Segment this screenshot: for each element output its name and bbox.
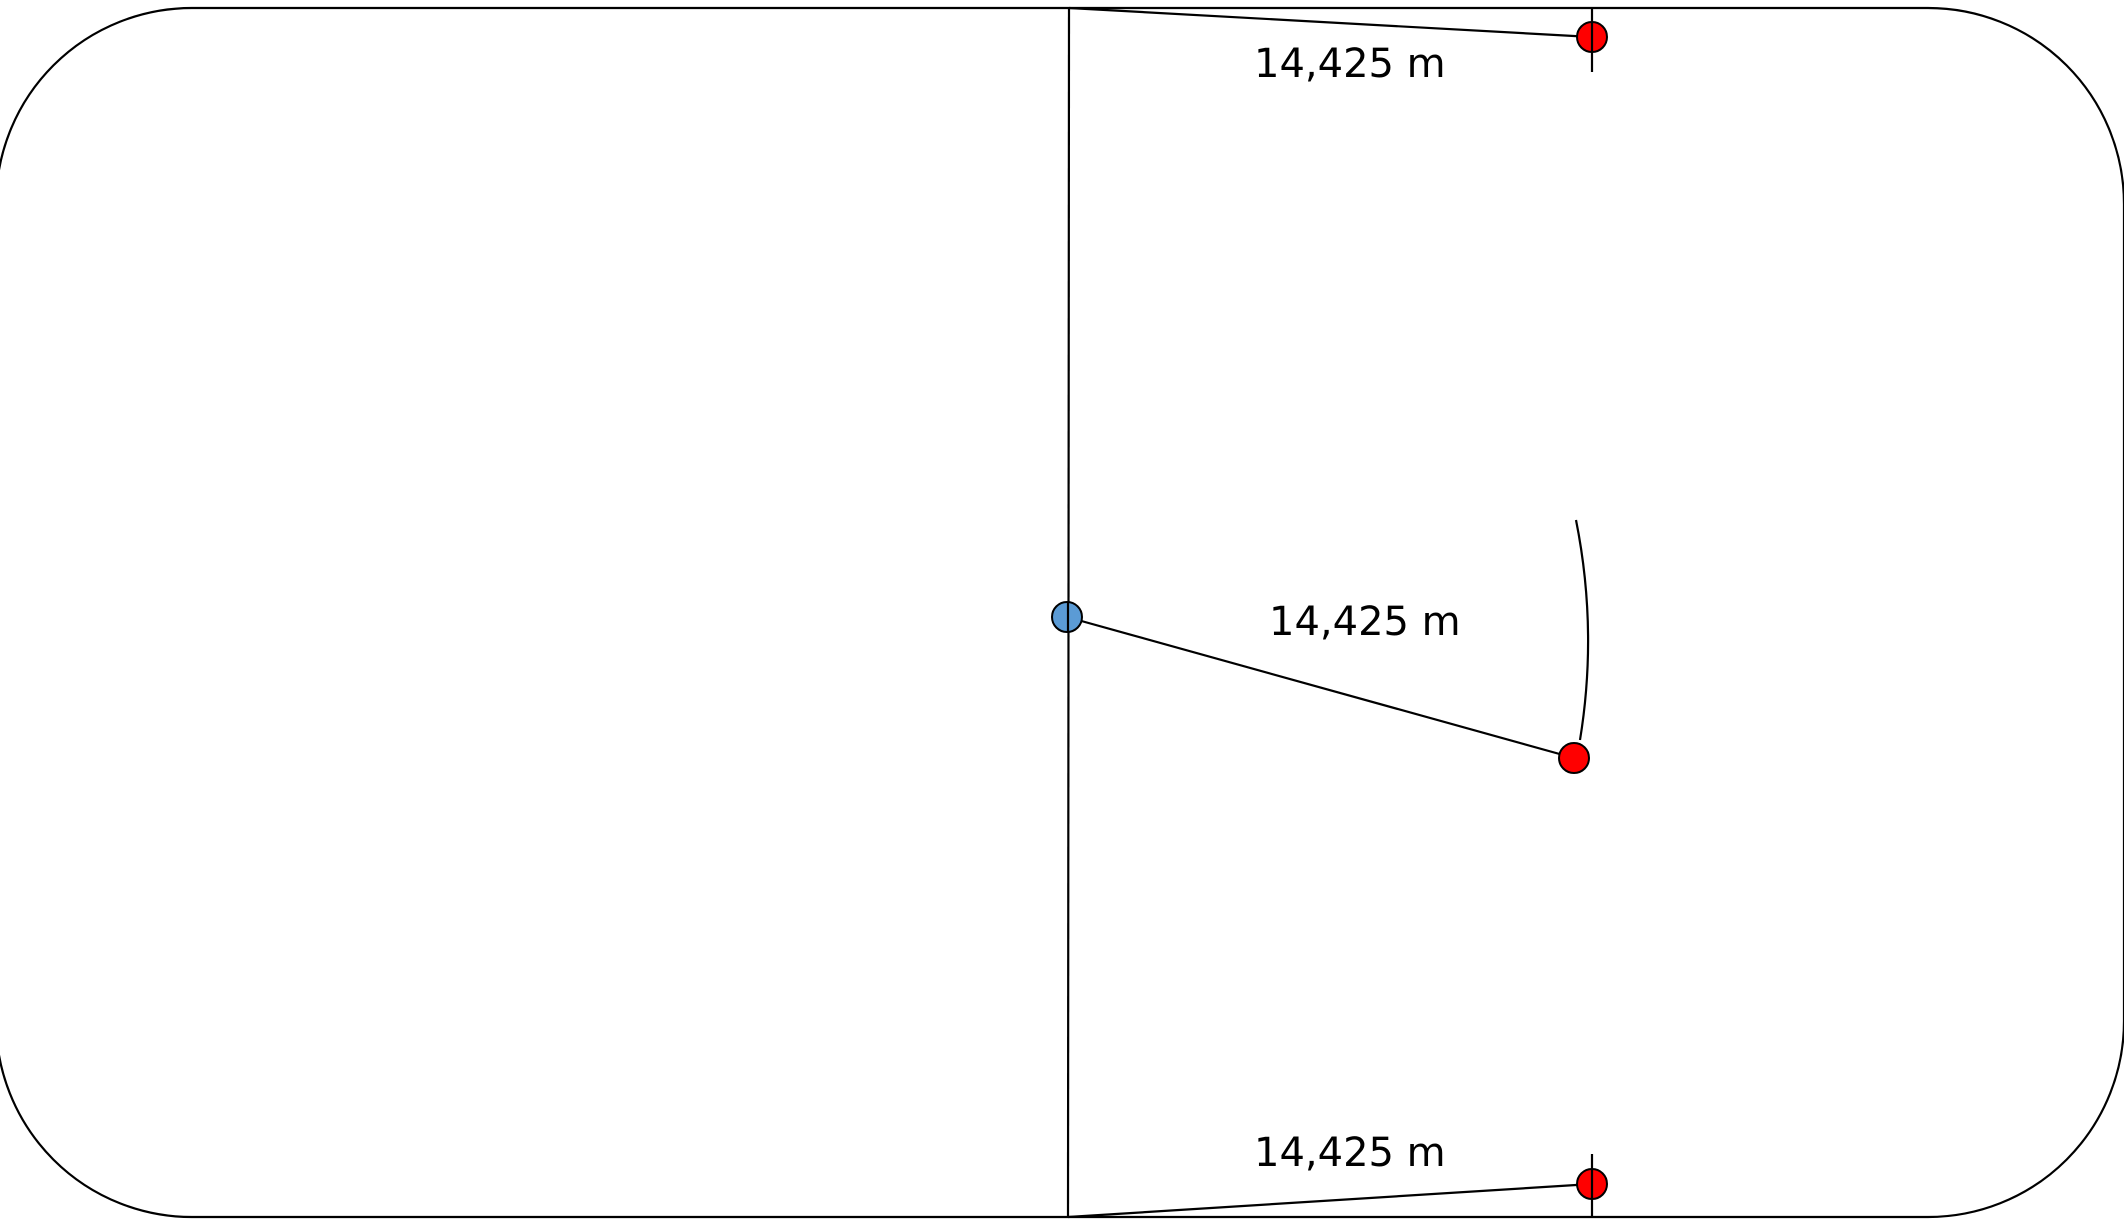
- middle-arc: [1574, 519, 1590, 741]
- top-distance-label: 14,425 m: [1254, 41, 1446, 87]
- middle-measure-line: [1066, 615, 1575, 760]
- top-measure-line: [1068, 6, 1593, 39]
- middle-end-point: [1558, 742, 1590, 774]
- bottom-measure-line: [1067, 1182, 1593, 1219]
- middle-distance-label: 14,425 m: [1269, 599, 1461, 645]
- bottom-distance-label: 14,425 m: [1254, 1130, 1446, 1176]
- track-outline: [0, 6, 2124, 1219]
